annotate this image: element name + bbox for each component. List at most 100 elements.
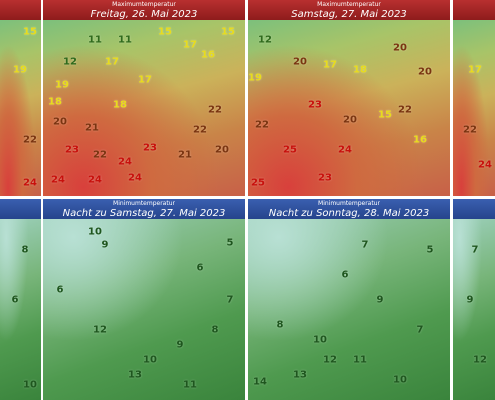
temperature-label: 21 (178, 149, 192, 161)
temperature-label: 12 (93, 324, 107, 336)
temperature-label: 17 (105, 56, 119, 68)
temperature-label: 25 (251, 177, 265, 189)
temperature-label: 7 (361, 239, 369, 251)
map-panel: 8 6 10 (0, 199, 41, 400)
temperature-label: 15 (378, 109, 392, 121)
temperature-label: 22 (398, 104, 412, 116)
temperature-label: 21 (85, 122, 99, 134)
temperature-label: 5 (226, 237, 234, 249)
temperature-label: 14 (253, 376, 267, 388)
temperature-label: 12 (323, 354, 337, 366)
temperature-label: 16 (413, 134, 427, 146)
panel-title: Minimumtemperatur (318, 200, 380, 207)
temperature-label: 20 (343, 114, 357, 126)
temperature-label: 10 (23, 379, 37, 391)
temperature-label: 10 (143, 354, 157, 366)
temperature-label: 17 (323, 59, 337, 71)
panel-title: Minimumtemperatur (113, 200, 175, 207)
map-panel: 15 19 22 24 (0, 0, 41, 196)
temperature-label: 12 (473, 354, 487, 366)
temperature-label: 19 (13, 64, 27, 76)
temperature-label: 23 (318, 172, 332, 184)
temperature-label: 19 (248, 72, 262, 84)
temperature-label: 22 (193, 124, 207, 136)
temperature-label: 25 (283, 144, 297, 156)
temperature-label: 24 (338, 144, 352, 156)
temperature-label: 16 (201, 49, 215, 61)
temperature-label: 5 (426, 244, 434, 256)
temperature-label: 10 (313, 334, 327, 346)
temperature-label: 7 (471, 244, 479, 256)
panel-header (0, 0, 41, 20)
panel-subtitle: Nacht zu Sonntag, 28. Mai 2023 (268, 208, 430, 219)
temperature-label: 13 (293, 369, 307, 381)
temperature-label: 9 (101, 239, 109, 251)
temperature-label: 15 (158, 26, 172, 38)
panel-subtitle: Nacht zu Samstag, 27. Mai 2023 (62, 208, 226, 219)
temperature-label: 8 (276, 319, 284, 331)
temperature-label: 24 (88, 174, 102, 186)
temperature-label: 20 (215, 144, 229, 156)
temperature-label: 23 (308, 99, 322, 111)
panel-subtitle: Freitag, 26. Mai 2023 (90, 9, 198, 20)
panel-header: Maximumtemperatur Freitag, 26. Mai 2023 (43, 0, 245, 20)
temperature-label: 20 (53, 116, 67, 128)
panel-header (453, 199, 495, 219)
temperature-label: 9 (176, 339, 184, 351)
map-area (43, 20, 245, 196)
panel-header: Minimumtemperatur Nacht zu Samstag, 27. M… (43, 199, 245, 219)
temperature-label: 24 (51, 174, 65, 186)
map-panel: 7 9 12 (453, 199, 495, 400)
temperature-label: 6 (341, 269, 349, 281)
temperature-label: 17 (183, 39, 197, 51)
temperature-label: 9 (376, 294, 384, 306)
temperature-label: 10 (88, 226, 102, 238)
panel-header (453, 0, 495, 20)
temperature-label: 23 (143, 142, 157, 154)
temperature-label: 6 (11, 294, 19, 306)
temperature-label: 6 (196, 262, 204, 274)
map-panel: Maximumtemperatur Freitag, 26. Mai 2023 11… (43, 0, 245, 196)
temperature-label: 17 (138, 74, 152, 86)
temperature-label: 17 (468, 64, 482, 76)
temperature-label: 11 (118, 34, 132, 46)
temperature-label: 8 (21, 244, 29, 256)
temperature-label: 22 (208, 104, 222, 116)
temperature-label: 24 (128, 172, 142, 184)
temperature-label: 7 (416, 324, 424, 336)
map-area (248, 219, 450, 400)
map-panel: Maximumtemperatur Samstag, 27. Mai 2023 12… (248, 0, 450, 196)
temperature-label: 22 (463, 124, 477, 136)
temperature-label: 18 (48, 96, 62, 108)
temperature-label: 18 (353, 64, 367, 76)
panel-subtitle: Samstag, 27. Mai 2023 (291, 9, 407, 20)
temperature-label: 20 (418, 66, 432, 78)
temperature-label: 9 (466, 294, 474, 306)
temperature-label: 22 (23, 134, 37, 146)
temperature-label: 18 (113, 99, 127, 111)
temperature-label: 6 (56, 284, 64, 296)
temperature-label: 20 (393, 42, 407, 54)
panel-header: Minimumtemperatur Nacht zu Sonntag, 28. M… (248, 199, 450, 219)
temperature-label: 12 (258, 34, 272, 46)
map-panel: Minimumtemperatur Nacht zu Samstag, 27. M… (43, 199, 245, 400)
temperature-label: 24 (478, 159, 492, 171)
temperature-label: 8 (211, 324, 219, 336)
map-area (453, 20, 495, 196)
temperature-label: 23 (65, 144, 79, 156)
map-area (0, 20, 41, 196)
temperature-label: 12 (63, 56, 77, 68)
temperature-label: 15 (23, 26, 37, 38)
temperature-label: 7 (226, 294, 234, 306)
temperature-label: 22 (93, 149, 107, 161)
panel-title: Maximumtemperatur (317, 1, 381, 8)
temperature-label: 11 (183, 379, 197, 391)
map-area (43, 219, 245, 400)
map-panel: Minimumtemperatur Nacht zu Sonntag, 28. M… (248, 199, 450, 400)
temperature-label: 15 (221, 26, 235, 38)
map-area (0, 219, 41, 400)
temperature-label: 19 (55, 79, 69, 91)
panel-header (0, 199, 41, 219)
temperature-label: 10 (393, 374, 407, 386)
